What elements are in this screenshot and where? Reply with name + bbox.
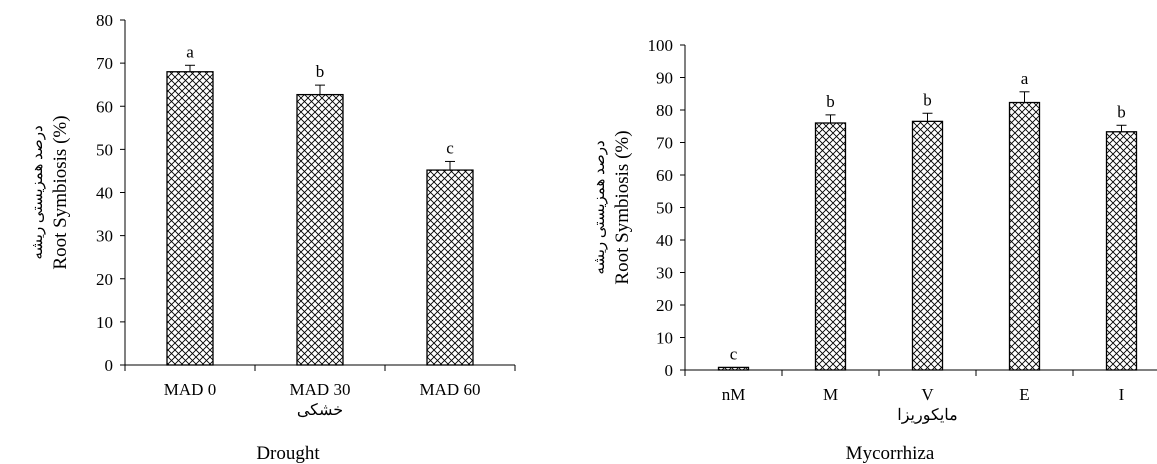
significance-letter: c	[730, 344, 738, 363]
y-axis-title-alt: درصد همزیستی ریشه	[592, 140, 608, 274]
y-tick-label: 90	[656, 69, 673, 88]
x-tick-label: M	[823, 385, 838, 404]
y-tick-label: 70	[656, 134, 673, 153]
x-tick-label: E	[1019, 385, 1029, 404]
x-tick-label: nM	[722, 385, 746, 404]
x-tick-label: MAD 30	[290, 380, 351, 399]
mycorrhiza-chart: 0 10 20 30 40 50 60 70 80 90 100 c nM b Mb V مایکوریزا a E…	[592, 36, 1157, 464]
y-tick-label: 80	[96, 11, 113, 30]
y-tick-label: 40	[656, 231, 673, 250]
y-axis-title-alt: درصد همزیستی ریشه	[30, 125, 46, 259]
bar	[426, 169, 474, 366]
x-axis-title: Mycorrhiza	[846, 443, 935, 464]
y-tick-label: 80	[656, 101, 673, 120]
y-tick-label: 10	[96, 313, 113, 332]
bar	[1105, 131, 1138, 371]
x-tick-label: V	[921, 385, 934, 404]
significance-letter: a	[1021, 69, 1029, 88]
y-tick-label: 100	[648, 36, 674, 55]
x-tick-sublabel: خشکی	[297, 402, 343, 419]
bar	[717, 366, 750, 371]
x-axis-title: Drought	[256, 443, 320, 464]
bar	[1008, 101, 1041, 371]
y-axis-title: Root Symbiosis (%)	[50, 115, 71, 269]
significance-letter: b	[826, 92, 835, 111]
y-tick-label: 50	[656, 199, 673, 218]
y-tick-label: 20	[96, 270, 113, 289]
significance-letter: b	[1117, 102, 1126, 121]
bar	[911, 120, 944, 371]
significance-letter: a	[186, 42, 194, 61]
bar	[166, 71, 214, 366]
y-tick-label: 40	[96, 184, 113, 203]
bar	[814, 122, 847, 371]
y-tick-label: 0	[665, 361, 674, 380]
y-tick-label: 10	[656, 329, 673, 348]
x-tick-label: MAD 0	[164, 380, 216, 399]
x-tick-label: MAD 60	[420, 380, 481, 399]
y-tick-label: 70	[96, 54, 113, 73]
y-tick-label: 60	[96, 97, 113, 116]
y-axis-title: Root Symbiosis (%)	[612, 130, 633, 284]
y-tick-label: 20	[656, 296, 673, 315]
y-tick-label: 60	[656, 166, 673, 185]
significance-letter: b	[923, 90, 932, 109]
drought-chart: 0 10 20 30 40 50 60 70 80 a MAD 0 b MAD 30 خشکی c MAD 6…	[30, 11, 516, 464]
significance-letter: b	[316, 62, 325, 81]
y-tick-label: 0	[105, 356, 114, 375]
x-tick-label: I	[1119, 385, 1125, 404]
bar	[296, 93, 344, 366]
y-tick-label: 30	[656, 264, 673, 283]
y-tick-label: 30	[96, 227, 113, 246]
x-tick-sublabel: مایکوریزا	[897, 407, 957, 424]
y-tick-label: 50	[96, 140, 113, 159]
significance-letter: c	[446, 138, 454, 157]
